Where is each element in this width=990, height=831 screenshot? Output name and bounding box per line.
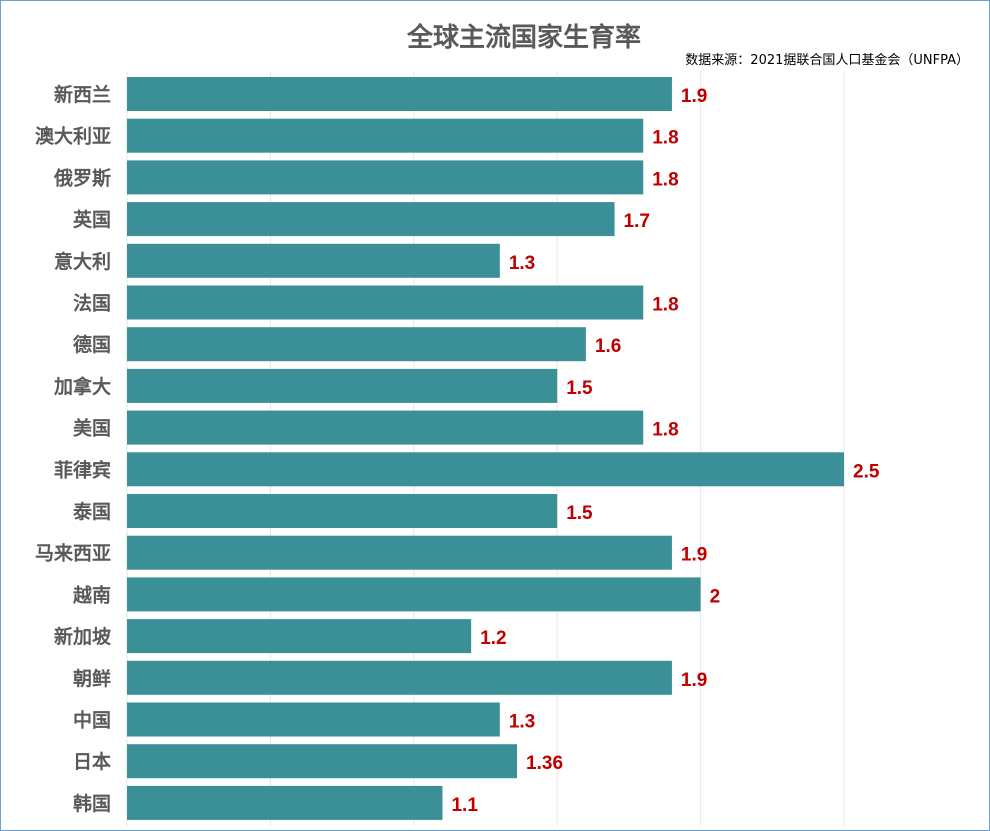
data-label: 1.8	[652, 295, 678, 316]
data-label: 1.7	[624, 211, 650, 232]
bar	[127, 160, 644, 195]
category-label: 马来西亚	[35, 543, 111, 565]
bar	[127, 243, 500, 278]
bar	[127, 619, 472, 654]
data-label: 1.6	[595, 336, 621, 357]
chart-source: 数据来源：2021据联合国人口基金会（UNFPA）	[685, 53, 969, 68]
category-label: 加拿大	[53, 375, 111, 398]
bar	[127, 785, 443, 820]
bar	[127, 535, 672, 570]
data-label: 2	[710, 586, 721, 607]
data-label: 2.5	[853, 461, 880, 482]
bar	[127, 452, 844, 487]
data-label: 1.3	[509, 253, 535, 274]
bar	[127, 410, 644, 445]
bar	[127, 202, 615, 237]
bar	[127, 744, 518, 779]
category-label: 朝鲜	[73, 667, 111, 690]
bar	[127, 577, 701, 612]
bar	[127, 494, 558, 528]
data-label: 1.8	[652, 128, 678, 149]
data-label: 1.8	[652, 420, 678, 441]
category-label: 韩国	[73, 792, 111, 815]
data-label: 1.8	[652, 169, 678, 190]
category-label: 澳大利亚	[35, 125, 111, 148]
data-label: 1.5	[566, 378, 593, 399]
category-label: 英国	[73, 208, 111, 231]
chart-title: 全球主流国家生育率	[406, 23, 641, 53]
bar	[127, 77, 672, 111]
data-label: 1.9	[681, 670, 707, 691]
data-label: 1.5	[566, 503, 593, 524]
category-label: 德国	[73, 333, 111, 356]
category-label: 美国	[73, 417, 111, 440]
data-label: 1.3	[509, 712, 535, 733]
bar	[127, 368, 558, 403]
bar	[127, 285, 644, 320]
data-label: 1.36	[526, 753, 563, 774]
category-label: 泰国	[72, 500, 111, 523]
category-label: 中国	[73, 709, 111, 732]
category-label: 意大利	[54, 250, 111, 273]
category-label: 越南	[72, 583, 111, 606]
data-label: 1.2	[480, 628, 506, 649]
bar	[127, 327, 586, 362]
bar	[127, 702, 500, 737]
category-label: 菲律宾	[54, 458, 111, 481]
data-label: 1.9	[681, 545, 707, 566]
category-label: 法国	[73, 292, 111, 315]
data-label: 1.1	[451, 795, 478, 816]
category-label: 俄罗斯	[53, 166, 111, 189]
category-label: 新加坡	[54, 625, 112, 648]
bar	[127, 660, 672, 695]
category-label: 日本	[73, 750, 111, 773]
category-label: 新西兰	[54, 83, 111, 106]
data-label: 1.9	[681, 86, 707, 107]
bar	[127, 118, 644, 153]
